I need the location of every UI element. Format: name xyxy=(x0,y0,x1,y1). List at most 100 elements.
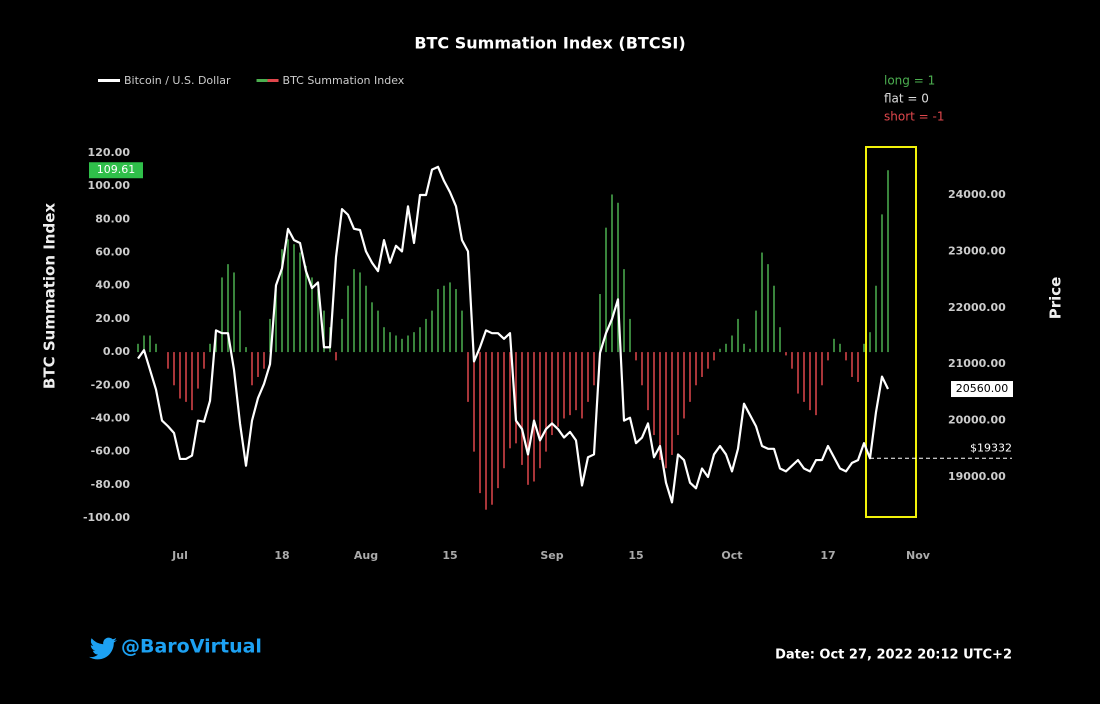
y2-tick-label: 24000.00 xyxy=(948,188,1006,201)
level-label: $19332 xyxy=(970,441,1012,454)
bar xyxy=(221,277,223,353)
legend-swatch xyxy=(267,79,279,82)
bar xyxy=(227,264,229,353)
bar xyxy=(623,269,625,353)
bar xyxy=(365,285,367,353)
bar xyxy=(467,352,469,402)
y2-tick-label: 20000.00 xyxy=(948,414,1006,427)
bar xyxy=(185,352,187,402)
bar xyxy=(557,352,559,427)
legend-label: BTC Summation Index xyxy=(283,74,405,87)
bar xyxy=(233,272,235,353)
bar xyxy=(761,252,763,353)
bar xyxy=(797,352,799,394)
y-tick-label: -40.00 xyxy=(91,411,131,424)
bar xyxy=(485,352,487,510)
bar xyxy=(401,338,403,353)
y-tick-label: 80.00 xyxy=(95,212,130,225)
bar xyxy=(545,352,547,452)
legend-note: flat = 0 xyxy=(884,92,929,106)
bar xyxy=(569,352,571,416)
bar xyxy=(455,289,457,353)
twitter-icon xyxy=(89,637,117,660)
bar xyxy=(407,335,409,353)
bar xyxy=(137,343,139,353)
bar xyxy=(683,352,685,419)
bar xyxy=(863,343,865,353)
bar xyxy=(581,352,583,419)
y2-tick-label: 23000.00 xyxy=(948,244,1006,257)
bar xyxy=(317,289,319,353)
bar xyxy=(575,352,577,411)
bar xyxy=(689,352,691,402)
bar xyxy=(275,289,277,353)
bar xyxy=(335,352,337,361)
y-tick-label: 60.00 xyxy=(95,246,130,259)
bar xyxy=(773,285,775,353)
bar xyxy=(767,264,769,353)
bar xyxy=(359,272,361,353)
bar xyxy=(815,352,817,416)
bar xyxy=(779,327,781,353)
bar xyxy=(251,352,253,386)
twitter-handle: @BaroVirtual xyxy=(121,636,262,658)
bar xyxy=(167,352,169,369)
y2-tick-label: 19000.00 xyxy=(948,470,1006,483)
bar xyxy=(857,352,859,382)
bar xyxy=(371,302,373,353)
bar xyxy=(503,352,505,469)
bar xyxy=(473,352,475,452)
y-tick-label: 40.00 xyxy=(95,279,130,292)
bar xyxy=(587,352,589,402)
bar xyxy=(203,352,205,369)
legend-label: Bitcoin / U.S. Dollar xyxy=(124,74,231,87)
y-axis-label: BTC Summation Index xyxy=(41,203,59,389)
bar xyxy=(629,318,631,353)
y-tick-label: 20.00 xyxy=(95,312,130,325)
bar xyxy=(311,277,313,353)
bar xyxy=(263,352,265,369)
bar xyxy=(377,310,379,353)
bar xyxy=(659,352,661,460)
x-tick-label: Nov xyxy=(906,549,931,562)
bar xyxy=(179,352,181,399)
bar xyxy=(299,252,301,353)
bar xyxy=(437,289,439,353)
bar xyxy=(197,352,199,389)
bar xyxy=(539,352,541,469)
bar xyxy=(533,352,535,482)
bar xyxy=(725,343,727,353)
bar xyxy=(479,352,481,494)
bar xyxy=(323,310,325,353)
bar xyxy=(281,249,283,353)
bar xyxy=(389,332,391,353)
bar xyxy=(341,318,343,353)
y2-tick-label: 22000.00 xyxy=(948,301,1006,314)
last-value-label: 109.61 xyxy=(97,163,136,176)
bar xyxy=(713,352,715,361)
bar xyxy=(785,352,787,356)
bar xyxy=(677,352,679,436)
bar xyxy=(269,318,271,353)
bar xyxy=(173,352,175,386)
bar xyxy=(833,338,835,353)
bar xyxy=(599,294,601,353)
bar xyxy=(851,352,853,377)
price-label-box xyxy=(951,381,1013,398)
bar xyxy=(743,343,745,353)
bar xyxy=(215,335,217,353)
date-stamp: Date: Oct 27, 2022 20:12 UTC+2 xyxy=(775,648,1012,663)
bar xyxy=(731,335,733,353)
bar xyxy=(809,352,811,411)
bar xyxy=(563,352,565,419)
chart-title: BTC Summation Index (BTCSI) xyxy=(414,34,685,53)
bar xyxy=(509,352,511,449)
bar xyxy=(875,285,877,353)
bar xyxy=(143,335,145,353)
bar xyxy=(353,269,355,353)
bar xyxy=(419,327,421,353)
bar xyxy=(635,352,637,361)
bar xyxy=(593,352,595,386)
bar xyxy=(461,310,463,353)
